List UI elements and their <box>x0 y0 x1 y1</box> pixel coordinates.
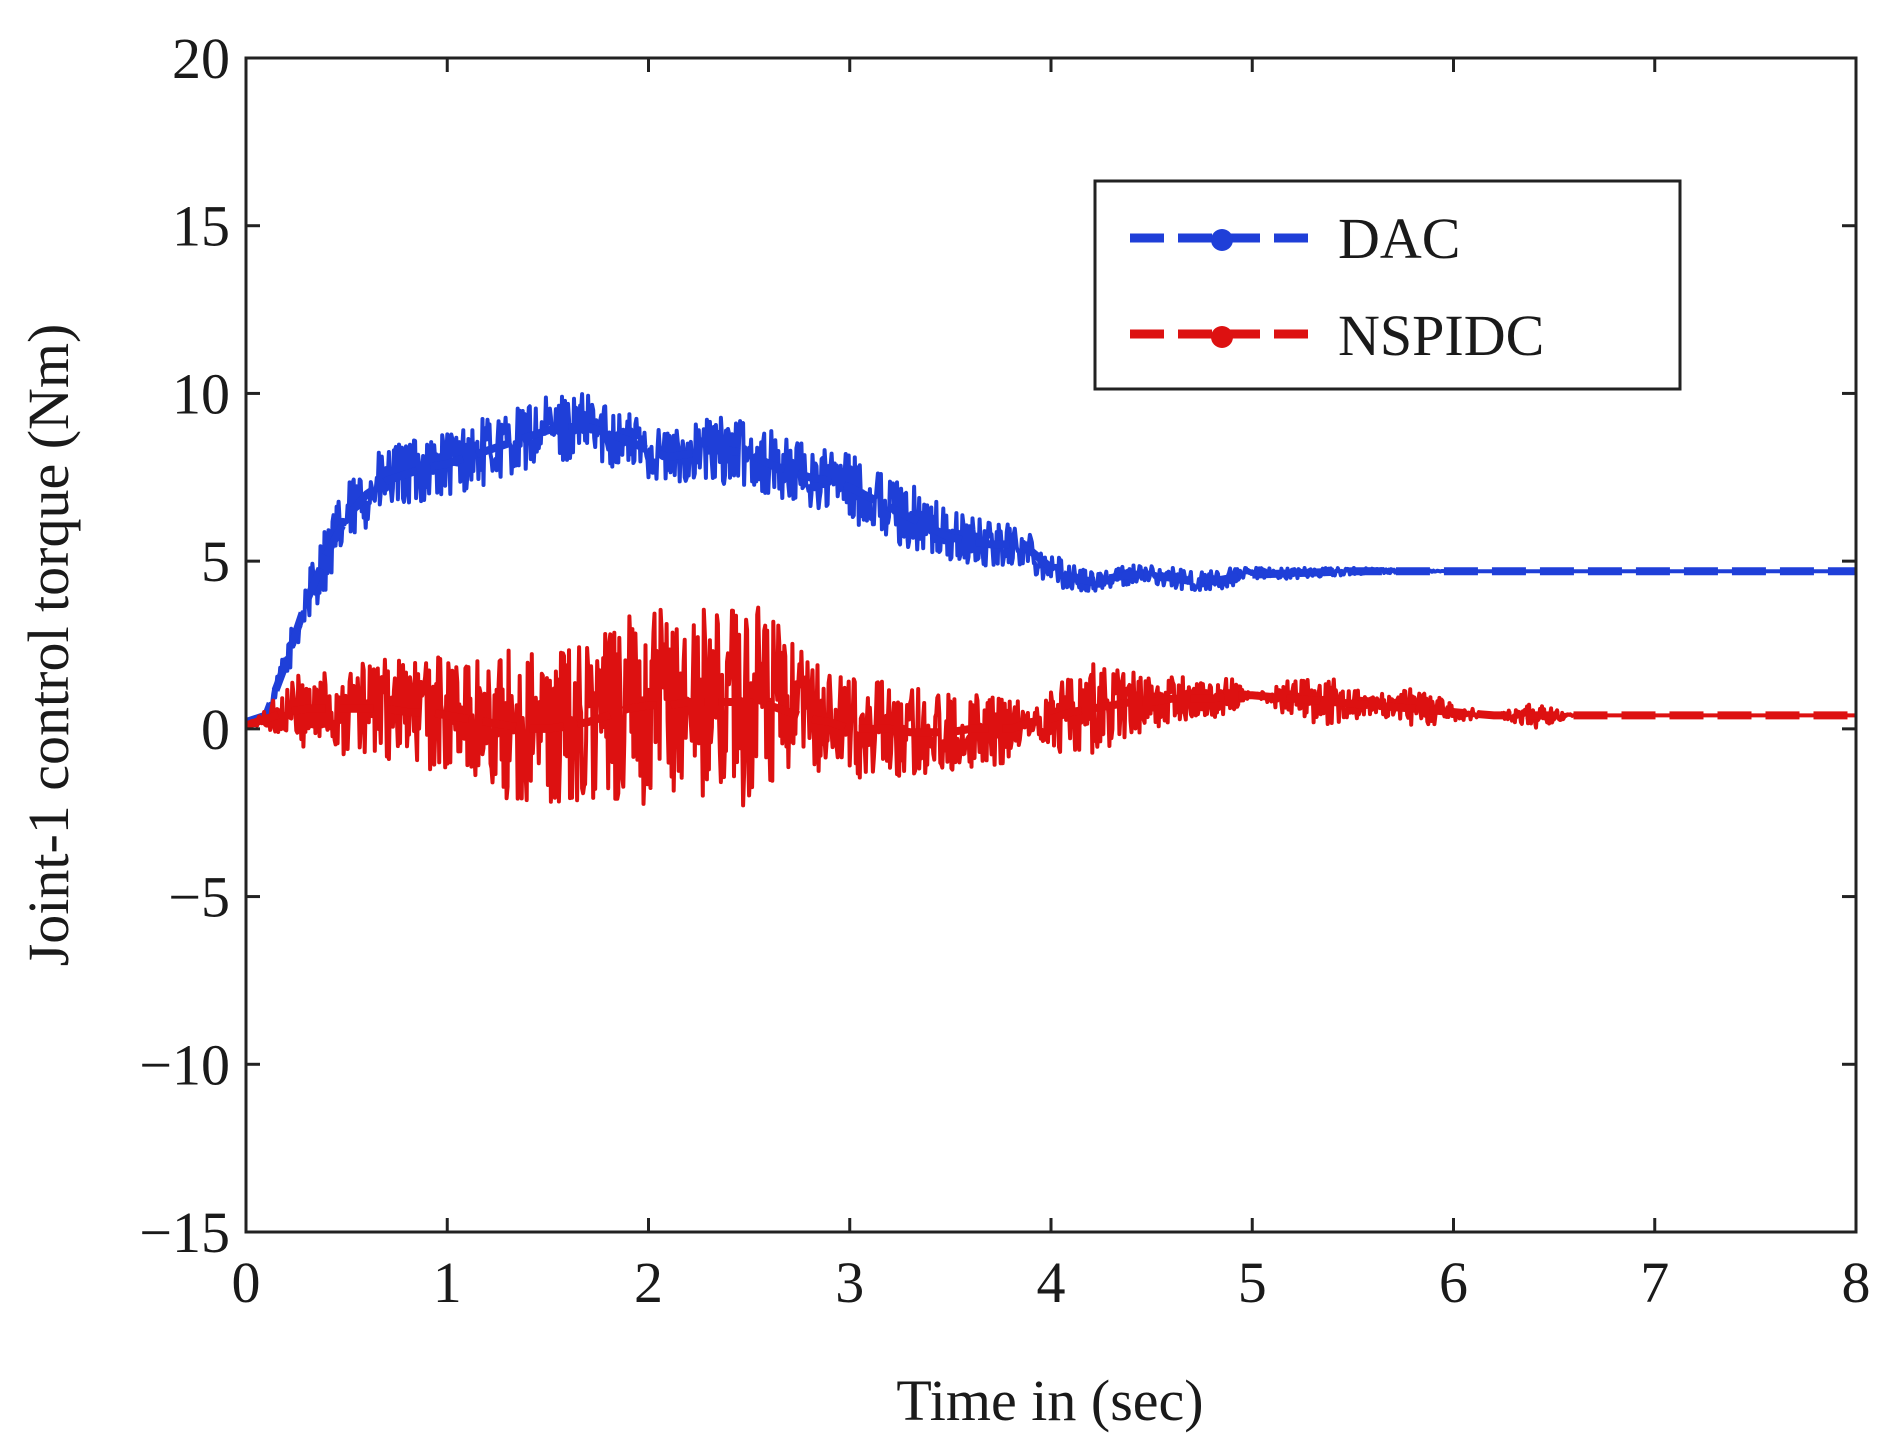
y-tick-label: −10 <box>139 1032 230 1097</box>
x-tick-label: 5 <box>1238 1250 1267 1315</box>
series-dac <box>246 392 1856 726</box>
legend: DAC NSPIDC <box>1093 179 1682 391</box>
x-tick-label: 4 <box>1037 1250 1066 1315</box>
x-axis-label: Time in (sec) <box>896 1368 1203 1433</box>
x-tick-label: 8 <box>1842 1250 1871 1315</box>
x-tick-label: 0 <box>232 1250 261 1315</box>
series-line-nspidc <box>246 691 1856 737</box>
y-tick-label: 5 <box>201 529 230 594</box>
legend-label-nspidc: NSPIDC <box>1338 303 1544 368</box>
y-tick-label: 0 <box>201 697 230 762</box>
x-tick-label: 2 <box>634 1250 663 1315</box>
legend-box <box>1093 179 1682 391</box>
x-tick-label: 6 <box>1439 1250 1468 1315</box>
y-tick-label: 15 <box>172 194 230 259</box>
x-tick-label: 1 <box>433 1250 462 1315</box>
series-nspidc <box>246 605 1856 808</box>
series-layer <box>246 392 1856 808</box>
legend-marker-dac <box>1211 229 1233 251</box>
y-tick-label: 10 <box>172 361 230 426</box>
series-noise-dac <box>246 392 1856 725</box>
legend-label-dac: DAC <box>1338 206 1460 271</box>
x-tick-label: 3 <box>835 1250 864 1315</box>
y-tick-label: −5 <box>168 865 230 930</box>
legend-marker-nspidc <box>1211 326 1233 348</box>
labels-layer: 0 1 2 3 4 5 6 7 8 −15 −10 −5 0 5 10 15 20 <box>139 26 1870 1315</box>
y-axis-label: Joint-1 control torque (Nm) <box>16 324 81 967</box>
y-tick-label: 20 <box>172 26 230 91</box>
y-tick-label: −15 <box>139 1200 230 1265</box>
ticks-layer <box>244 56 1858 1234</box>
x-tick-label: 7 <box>1640 1250 1669 1315</box>
